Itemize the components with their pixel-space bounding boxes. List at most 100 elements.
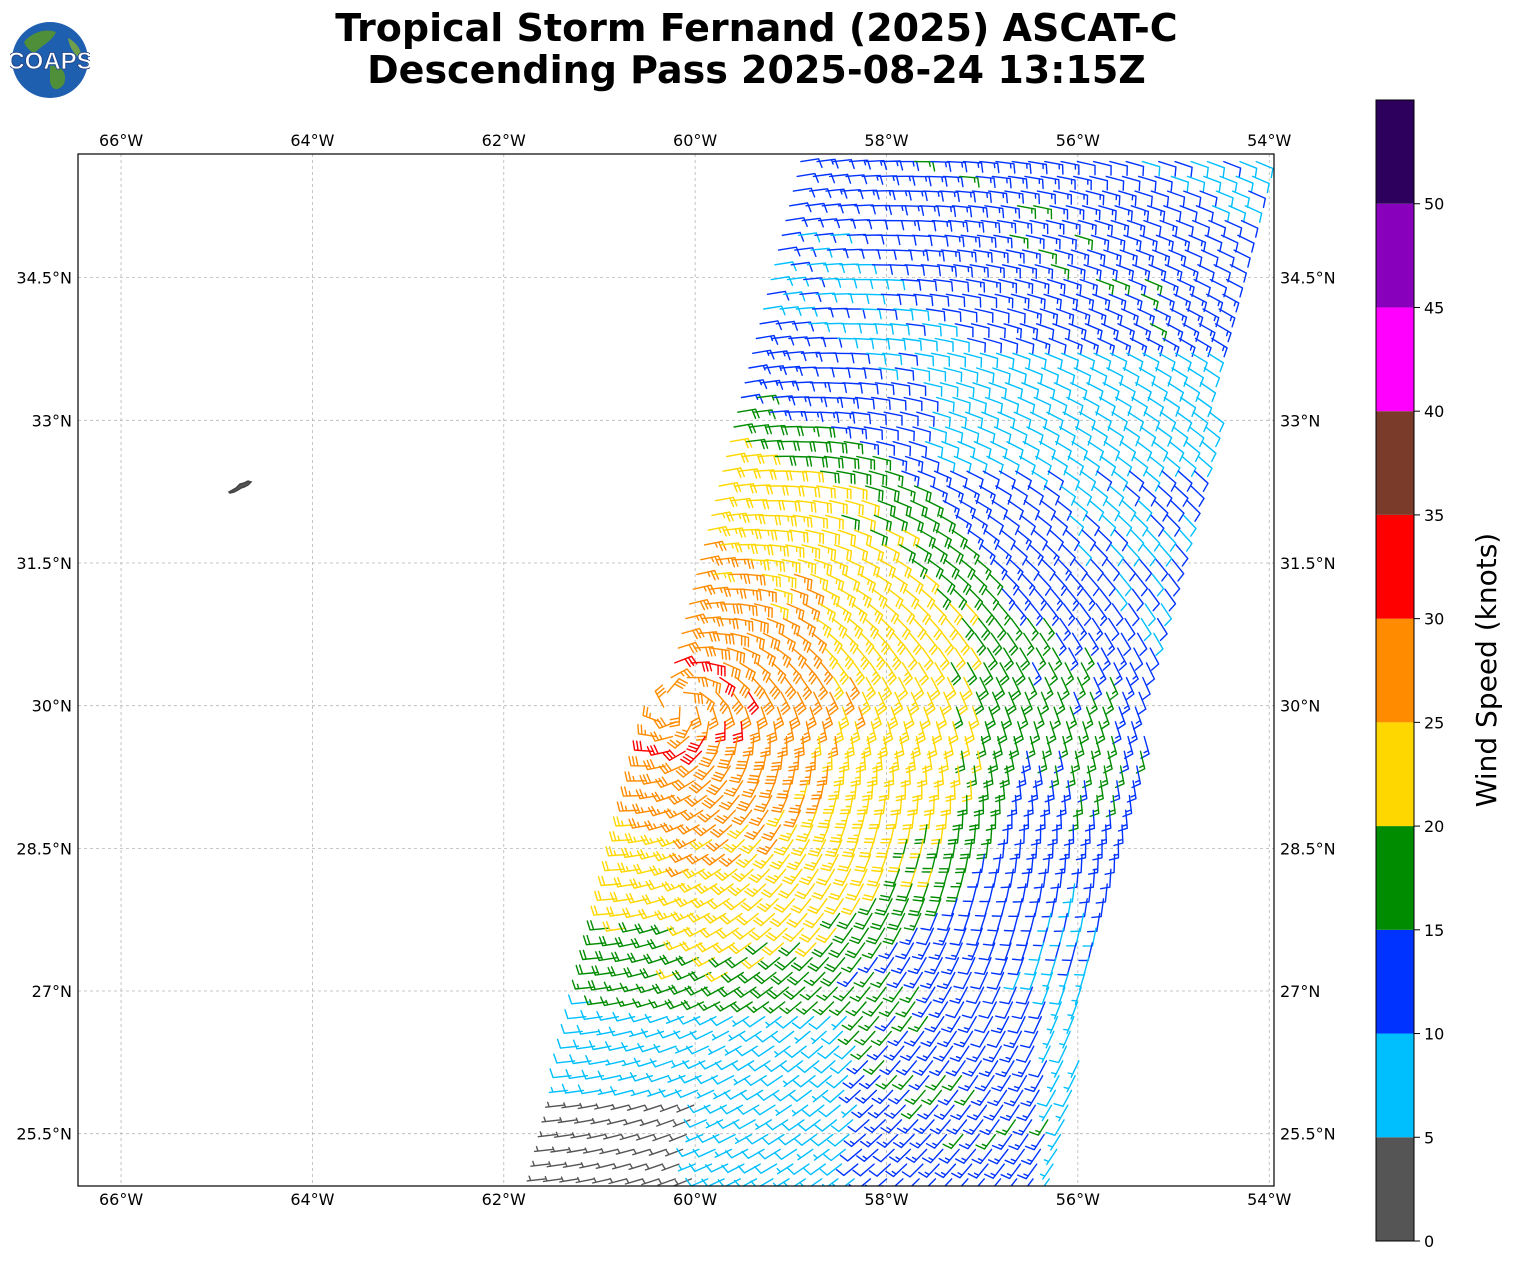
wind-barb xyxy=(897,1178,920,1186)
wind-barb xyxy=(1089,500,1105,522)
wind-barb xyxy=(824,322,847,333)
wind-barb xyxy=(884,278,906,291)
wind-barb xyxy=(1045,219,1065,235)
wind-barb xyxy=(933,278,954,292)
wind-barb xyxy=(927,367,947,382)
wind-barb xyxy=(949,1045,970,1062)
wind-barb xyxy=(713,1089,731,1100)
wind-barb xyxy=(675,955,699,966)
wind-barb xyxy=(728,573,751,584)
wind-barb xyxy=(965,603,979,626)
wind-barb xyxy=(871,706,882,730)
wind-barb xyxy=(1157,485,1173,507)
wind-barb xyxy=(940,249,961,262)
wind-barb xyxy=(795,824,814,842)
wind-barb xyxy=(857,898,877,916)
wind-barb xyxy=(811,1089,829,1103)
wind-barb xyxy=(637,1043,661,1053)
wind-barb xyxy=(979,1119,1000,1136)
colorbar-segment xyxy=(1376,618,1414,723)
wind-barb xyxy=(936,971,956,990)
wind-barb xyxy=(752,349,775,360)
wind-barb xyxy=(1043,617,1055,641)
lat-tick-label: 34.5°N xyxy=(1280,269,1336,288)
wind-barb xyxy=(1011,1060,1031,1078)
wind-barb xyxy=(632,998,656,1008)
wind-barb xyxy=(900,603,916,625)
wind-barb xyxy=(788,706,801,730)
wind-barb xyxy=(805,396,828,408)
wind-barb xyxy=(791,1016,815,1030)
wind-barb xyxy=(1109,485,1125,507)
wind-barb xyxy=(922,190,944,202)
wind-barb xyxy=(756,1089,780,1101)
wind-barb xyxy=(1151,382,1168,402)
wind-barb xyxy=(1135,573,1149,597)
wind-barb xyxy=(641,894,665,905)
wind-barb xyxy=(1181,455,1197,477)
wind-barb xyxy=(1197,455,1213,478)
wind-barb xyxy=(1087,249,1106,266)
wind-barb xyxy=(889,1148,911,1163)
wind-barb xyxy=(870,912,889,930)
wind-barb xyxy=(995,1060,1015,1078)
wind-barb xyxy=(1111,411,1128,432)
wind-barb xyxy=(983,1104,1004,1121)
wind-barb xyxy=(732,721,744,744)
wind-barb xyxy=(880,293,902,306)
wind-barb xyxy=(639,773,663,785)
wind-barb xyxy=(885,470,904,487)
wind-barb xyxy=(844,735,855,759)
wind-barb xyxy=(1117,514,1133,537)
wind-barb xyxy=(680,750,703,765)
wind-barb xyxy=(756,529,778,541)
wind-barb xyxy=(910,735,921,759)
wind-barb xyxy=(686,676,709,688)
wind-barb xyxy=(1003,1030,1022,1049)
wind-barb xyxy=(756,706,768,730)
colorbar-segment xyxy=(1376,203,1414,308)
wind-barb xyxy=(1174,160,1193,178)
wind-barb xyxy=(1121,175,1141,192)
wind-barb xyxy=(944,426,964,443)
wind-barb xyxy=(1163,396,1181,417)
wind-barb xyxy=(1142,676,1151,701)
wind-barb xyxy=(790,588,809,606)
wind-barb xyxy=(1145,470,1161,492)
wind-barb xyxy=(811,632,828,654)
wind-barb xyxy=(862,883,881,901)
wind-barb xyxy=(777,883,799,899)
wind-barb xyxy=(853,971,875,988)
wind-barb xyxy=(1084,647,1095,671)
wind-barb xyxy=(838,706,850,730)
wind-barb xyxy=(674,1178,693,1186)
wind-barb xyxy=(1165,455,1181,477)
wind-barb xyxy=(978,617,991,641)
wind-barb xyxy=(1039,1163,1054,1180)
wind-barb xyxy=(726,647,746,664)
wind-barb xyxy=(800,158,823,169)
wind-barb xyxy=(783,986,806,1000)
wind-barb xyxy=(967,1163,989,1179)
wind-barb xyxy=(955,1148,977,1164)
wind-barb xyxy=(1145,662,1156,686)
wind-barb xyxy=(995,485,1012,505)
wind-barb xyxy=(866,868,884,887)
wind-barb xyxy=(971,514,988,535)
wind-barb xyxy=(1255,160,1274,179)
wind-barb xyxy=(890,514,908,533)
wind-barb xyxy=(910,175,932,187)
wind-barb xyxy=(1188,234,1207,253)
wind-barb xyxy=(1119,249,1138,267)
wind-barb xyxy=(834,411,856,424)
wind-barb xyxy=(785,217,808,228)
wind-barb xyxy=(1070,573,1084,597)
wind-barb xyxy=(974,957,992,975)
wind-barb xyxy=(1028,676,1038,701)
wind-barb xyxy=(803,1163,826,1176)
wind-barb xyxy=(743,513,766,525)
wind-barb xyxy=(846,824,863,843)
wind-barb xyxy=(869,662,881,686)
wind-barb xyxy=(623,1119,642,1126)
wind-barb xyxy=(698,868,722,880)
